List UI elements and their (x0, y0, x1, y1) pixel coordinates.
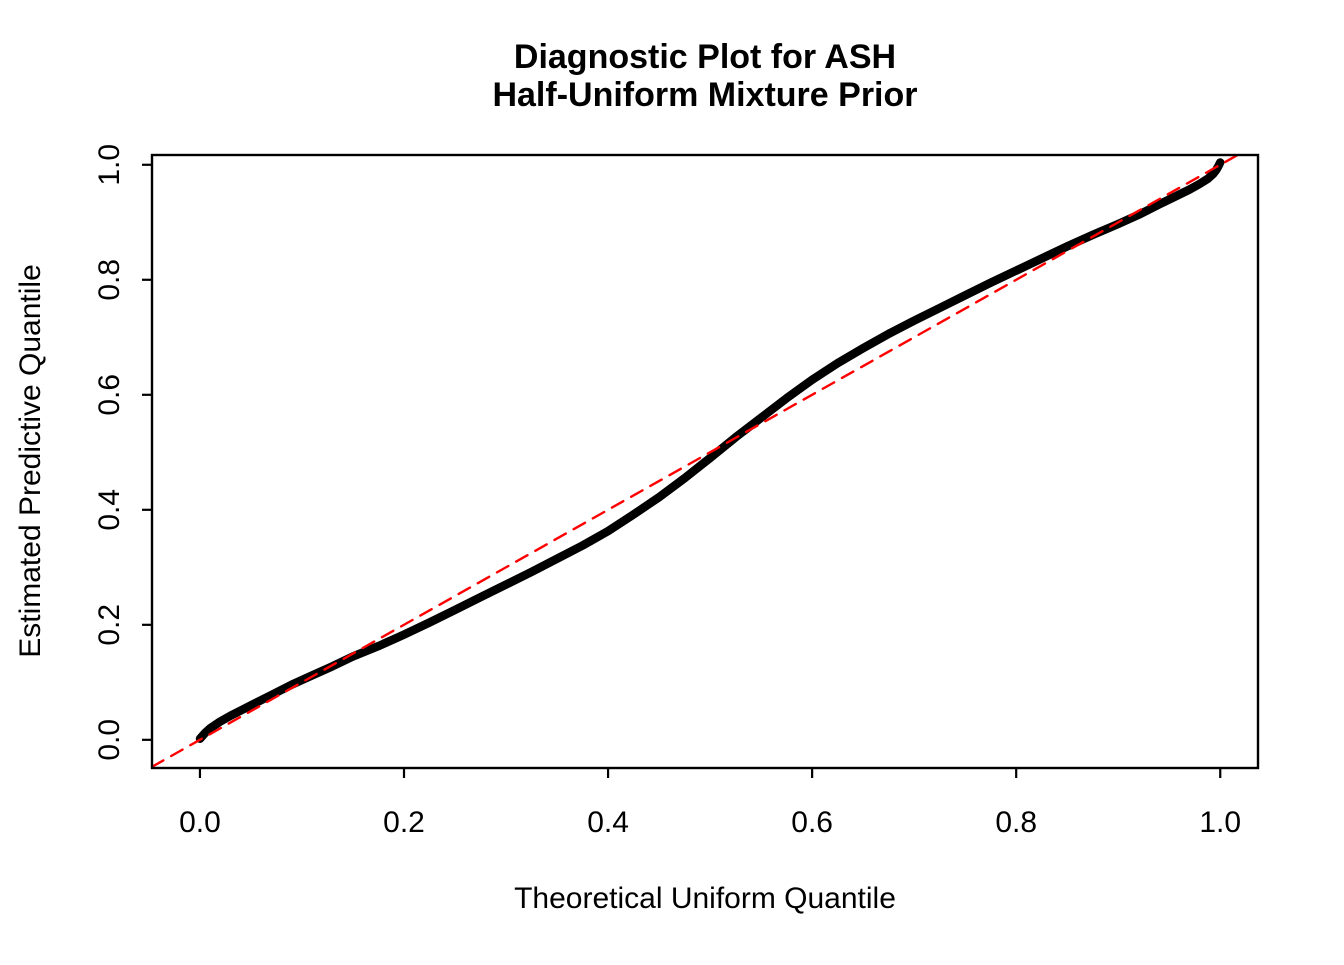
axis-ticks: 0.0 0.2 0.4 0.6 0.8 1.0 0.0 0.2 0.4 0.6 0.8 1.0 (93, 144, 1241, 839)
y-tick-label: 0.4 (93, 489, 126, 531)
x-tick-label: 0.0 (179, 806, 221, 839)
y-tick-label: 0.6 (93, 374, 126, 416)
x-tick-label: 0.2 (383, 806, 425, 839)
plot-border (150, 153, 1260, 770)
y-tick-label: 0.8 (93, 259, 126, 301)
y-tick-label: 1.0 (93, 144, 126, 186)
plot-area (150, 153, 1239, 768)
x-axis-title: Theoretical Uniform Quantile (514, 882, 896, 915)
y-axis-title: Estimated Predictive Quantile (14, 264, 47, 658)
identity-reference-line (150, 153, 1239, 768)
x-tick-label: 1.0 (1199, 806, 1241, 839)
y-tick-label: 0.2 (93, 604, 126, 646)
y-tick-label: 0.0 (93, 719, 126, 761)
x-tick-label: 0.6 (791, 806, 833, 839)
estimated-predictive-quantiles (195, 158, 1225, 743)
x-tick-label: 0.8 (995, 806, 1037, 839)
x-tick-label: 0.4 (587, 806, 629, 839)
plot-title-line2: Half-Uniform Mixture Prior (492, 76, 917, 114)
plot-title-line1: Diagnostic Plot for ASH (514, 38, 896, 76)
